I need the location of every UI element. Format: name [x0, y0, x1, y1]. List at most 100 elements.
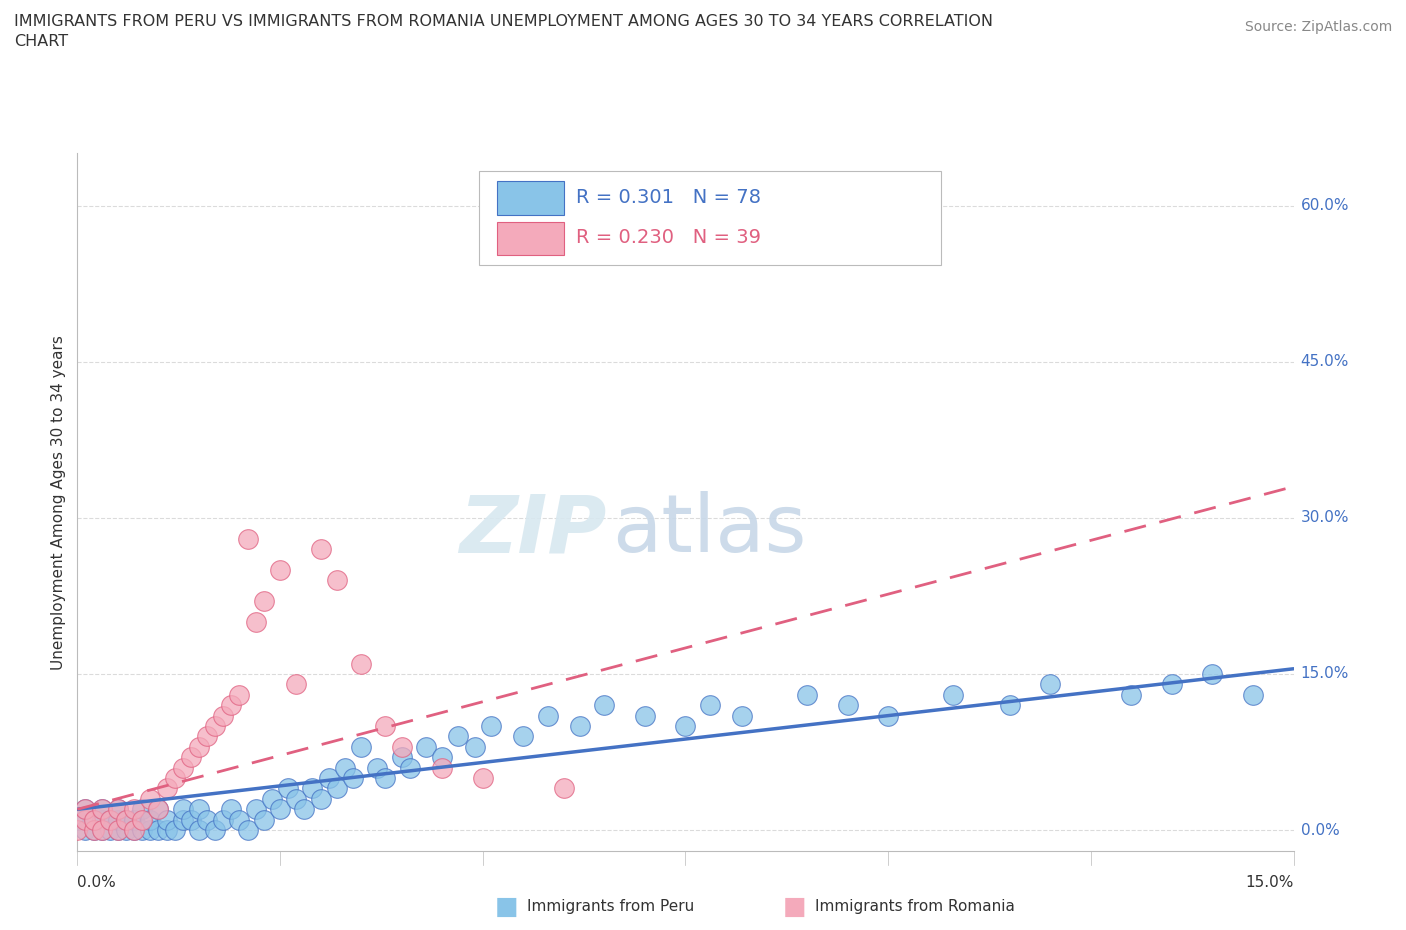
Point: [998, 698, 1021, 712]
Text: R = 0.230   N = 39: R = 0.230 N = 39: [576, 229, 761, 247]
Point: [107, 823, 129, 838]
Point: [66, 823, 89, 838]
Point: [1039, 677, 1062, 692]
Point: [172, 802, 194, 817]
Text: CHART: CHART: [14, 34, 67, 49]
Point: [430, 760, 453, 775]
Point: [731, 708, 754, 723]
Y-axis label: Unemployment Among Ages 30 to 34 years: Unemployment Among Ages 30 to 34 years: [51, 335, 66, 670]
Point: [195, 812, 218, 827]
Point: [837, 698, 859, 712]
Point: [391, 750, 413, 764]
Point: [301, 781, 323, 796]
Text: R = 0.301   N = 78: R = 0.301 N = 78: [576, 188, 761, 206]
Point: [188, 823, 211, 838]
Point: [180, 750, 202, 764]
Point: [172, 812, 194, 827]
Point: [107, 802, 129, 817]
Point: [90, 812, 112, 827]
Point: [342, 771, 364, 786]
Text: Immigrants from Peru: Immigrants from Peru: [527, 899, 695, 914]
Point: [675, 719, 697, 734]
Point: [269, 802, 291, 817]
Point: [66, 812, 89, 827]
Point: [115, 823, 138, 838]
Point: [212, 708, 235, 723]
Point: [90, 823, 112, 838]
Point: [253, 812, 276, 827]
Point: [699, 698, 721, 712]
FancyBboxPatch shape: [478, 171, 941, 265]
Point: [374, 719, 396, 734]
Point: [204, 719, 226, 734]
Point: [107, 802, 129, 817]
Point: [83, 823, 105, 838]
Point: [204, 823, 226, 838]
Point: [285, 791, 308, 806]
Point: [309, 791, 332, 806]
Point: [122, 823, 145, 838]
Text: ■: ■: [495, 895, 517, 919]
Point: [148, 802, 170, 817]
Point: [228, 687, 250, 702]
Point: [75, 802, 97, 817]
Point: [309, 541, 332, 556]
Point: [75, 802, 97, 817]
Point: [122, 812, 145, 827]
Text: 15.0%: 15.0%: [1246, 875, 1294, 890]
Point: [260, 791, 283, 806]
Text: 45.0%: 45.0%: [1301, 354, 1348, 369]
Point: [366, 760, 388, 775]
Point: [415, 739, 437, 754]
Point: [98, 812, 121, 827]
Point: [326, 573, 349, 588]
Point: [163, 771, 186, 786]
Point: [155, 781, 177, 796]
Point: [212, 812, 235, 827]
Point: [90, 802, 112, 817]
Point: [553, 781, 575, 796]
Point: [318, 771, 340, 786]
Point: [122, 823, 145, 838]
Point: [195, 729, 218, 744]
Point: [326, 781, 349, 796]
Point: [98, 823, 121, 838]
Text: 0.0%: 0.0%: [77, 875, 117, 890]
Point: [1201, 667, 1223, 682]
Point: [292, 802, 315, 817]
Point: [221, 802, 243, 817]
Point: [75, 812, 97, 827]
Point: [447, 729, 470, 744]
Point: [569, 719, 592, 734]
Point: [236, 823, 259, 838]
Point: [83, 812, 105, 827]
Point: [131, 812, 153, 827]
Point: [98, 812, 121, 827]
Point: [115, 812, 138, 827]
Point: [221, 698, 243, 712]
Point: [269, 563, 291, 578]
Point: [877, 708, 900, 723]
Point: [277, 781, 299, 796]
Text: atlas: atlas: [613, 491, 807, 569]
Text: 15.0%: 15.0%: [1301, 667, 1348, 682]
Point: [350, 739, 373, 754]
Point: [83, 812, 105, 827]
FancyBboxPatch shape: [496, 181, 564, 215]
Point: [464, 739, 486, 754]
Text: ZIP: ZIP: [458, 491, 606, 569]
Point: [83, 823, 105, 838]
Point: [172, 760, 194, 775]
Point: [131, 823, 153, 838]
FancyBboxPatch shape: [496, 222, 564, 256]
Point: [430, 750, 453, 764]
Point: [139, 812, 162, 827]
Point: [471, 771, 494, 786]
Point: [253, 593, 276, 608]
Text: 0.0%: 0.0%: [1301, 823, 1340, 838]
Point: [115, 812, 138, 827]
Point: [1241, 687, 1264, 702]
Point: [634, 708, 657, 723]
Point: [188, 739, 211, 754]
Text: IMMIGRANTS FROM PERU VS IMMIGRANTS FROM ROMANIA UNEMPLOYMENT AMONG AGES 30 TO 34: IMMIGRANTS FROM PERU VS IMMIGRANTS FROM …: [14, 14, 993, 29]
